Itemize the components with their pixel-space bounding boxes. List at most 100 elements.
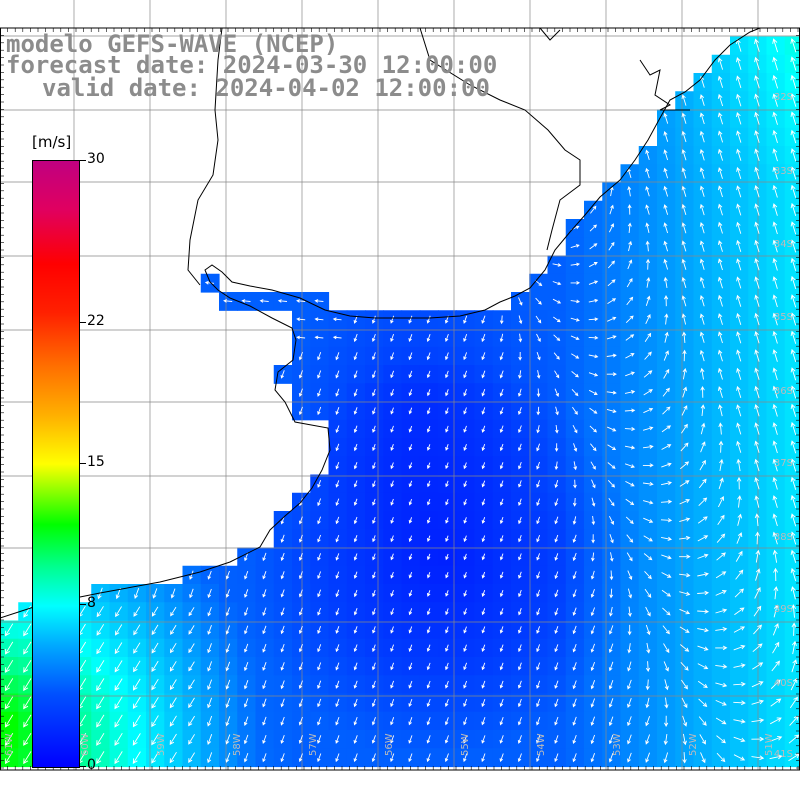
wind-arrow: [296, 335, 306, 340]
wind-arrow: [408, 425, 413, 433]
wind-arrow: [426, 517, 431, 524]
wind-arrow: [697, 663, 709, 670]
wind-arrow: [262, 571, 267, 580]
wind-arrow: [335, 698, 340, 708]
wind-arrow: [132, 696, 141, 710]
wind-arrow: [645, 149, 650, 161]
wind-arrow: [96, 624, 105, 636]
wind-arrow: [96, 732, 105, 746]
wind-arrow: [23, 714, 32, 728]
wind-arrow: [733, 719, 746, 724]
wind-arrow: [317, 753, 322, 763]
wind-arrow: [679, 591, 691, 596]
wind-arrow: [699, 221, 705, 234]
wind-arrow: [700, 422, 706, 435]
wind-arrow: [536, 735, 541, 744]
wind-arrow: [445, 425, 449, 433]
title-forecast-date: forecast date: 2024-03-30 12:00:00: [6, 51, 498, 79]
wind-arrow: [445, 517, 449, 524]
wind-arrow: [499, 388, 504, 397]
latitude-label: 33S: [774, 166, 793, 177]
wind-arrow: [626, 277, 633, 288]
wind-arrow: [96, 678, 105, 692]
wind-arrow: [371, 352, 376, 361]
wind-arrow: [390, 407, 394, 415]
wind-arrow: [481, 644, 486, 652]
wind-arrow: [645, 258, 651, 270]
wind-arrow: [625, 353, 635, 359]
wind-arrow: [773, 604, 779, 618]
wind-arrow: [772, 276, 778, 289]
wind-arrow: [114, 732, 123, 746]
colorbar-tick-label: 0: [87, 757, 96, 773]
wind-arrow: [571, 353, 580, 359]
wind-arrow: [645, 679, 650, 691]
wind-arrow: [643, 389, 653, 396]
wind-arrow: [518, 608, 522, 616]
wind-arrow: [754, 331, 760, 344]
wind-arrow: [445, 644, 449, 652]
wind-arrow: [188, 752, 195, 764]
wind-arrow: [627, 661, 632, 672]
wind-arrow: [789, 696, 798, 709]
wind-arrow: [699, 331, 705, 343]
wind-arrow: [262, 643, 267, 653]
wind-arrow: [96, 642, 105, 655]
wind-arrow: [244, 625, 249, 635]
latitude-label: 34S: [774, 239, 793, 250]
wind-arrow: [426, 590, 431, 597]
wind-arrow: [204, 280, 215, 285]
wind-arrow: [697, 516, 708, 524]
wind-arrow: [607, 260, 616, 269]
wind-arrow: [679, 626, 690, 633]
wind-arrow: [481, 333, 486, 343]
wind-arrow: [225, 661, 231, 672]
wind-arrow: [244, 607, 249, 617]
wind-arrow: [317, 534, 322, 543]
wind-arrow: [317, 571, 322, 580]
wind-arrow: [607, 298, 617, 304]
wind-arrow: [736, 75, 742, 89]
wind-arrow: [588, 262, 598, 268]
colorbar: [32, 160, 80, 768]
wind-arrow: [791, 604, 797, 618]
wind-arrow: [463, 698, 468, 707]
wind-arrow: [114, 660, 123, 673]
wind-arrow: [426, 626, 431, 634]
latitude-label: 32S: [774, 92, 793, 103]
wind-arrow: [572, 625, 577, 635]
wind-arrow: [717, 495, 724, 508]
wind-arrow: [463, 571, 467, 579]
wind-arrow: [772, 166, 778, 180]
wind-arrow: [769, 735, 783, 742]
wind-arrow: [426, 735, 431, 744]
wind-arrow: [572, 643, 577, 653]
wind-arrow: [642, 426, 654, 431]
wind-arrow: [699, 130, 705, 143]
wind-arrow: [572, 516, 577, 525]
wind-cell: [638, 328, 658, 348]
wind-cell: [784, 255, 800, 275]
wind-arrow: [390, 389, 394, 397]
wind-arrow: [572, 753, 577, 763]
wind-arrow: [426, 389, 431, 397]
wind-arrow: [518, 498, 522, 506]
wind-arrow: [390, 444, 394, 451]
wind-arrow: [463, 535, 467, 543]
colorbar-tick: [80, 321, 86, 323]
wind-arrow: [481, 370, 486, 379]
wind-arrow: [590, 443, 597, 452]
wind-arrow: [243, 661, 249, 672]
wind-arrow: [681, 94, 687, 106]
wind-arrow: [445, 407, 449, 415]
wind-arrow: [736, 185, 742, 198]
wind-arrow: [298, 735, 303, 744]
wind-arrow: [661, 572, 672, 578]
wind-arrow: [170, 588, 176, 599]
wind-arrow: [590, 205, 597, 214]
wind-arrow: [353, 388, 358, 397]
wind-arrow: [717, 258, 723, 271]
wind-arrow: [790, 148, 797, 162]
wind-arrow: [335, 644, 340, 653]
wind-arrow: [573, 443, 578, 452]
